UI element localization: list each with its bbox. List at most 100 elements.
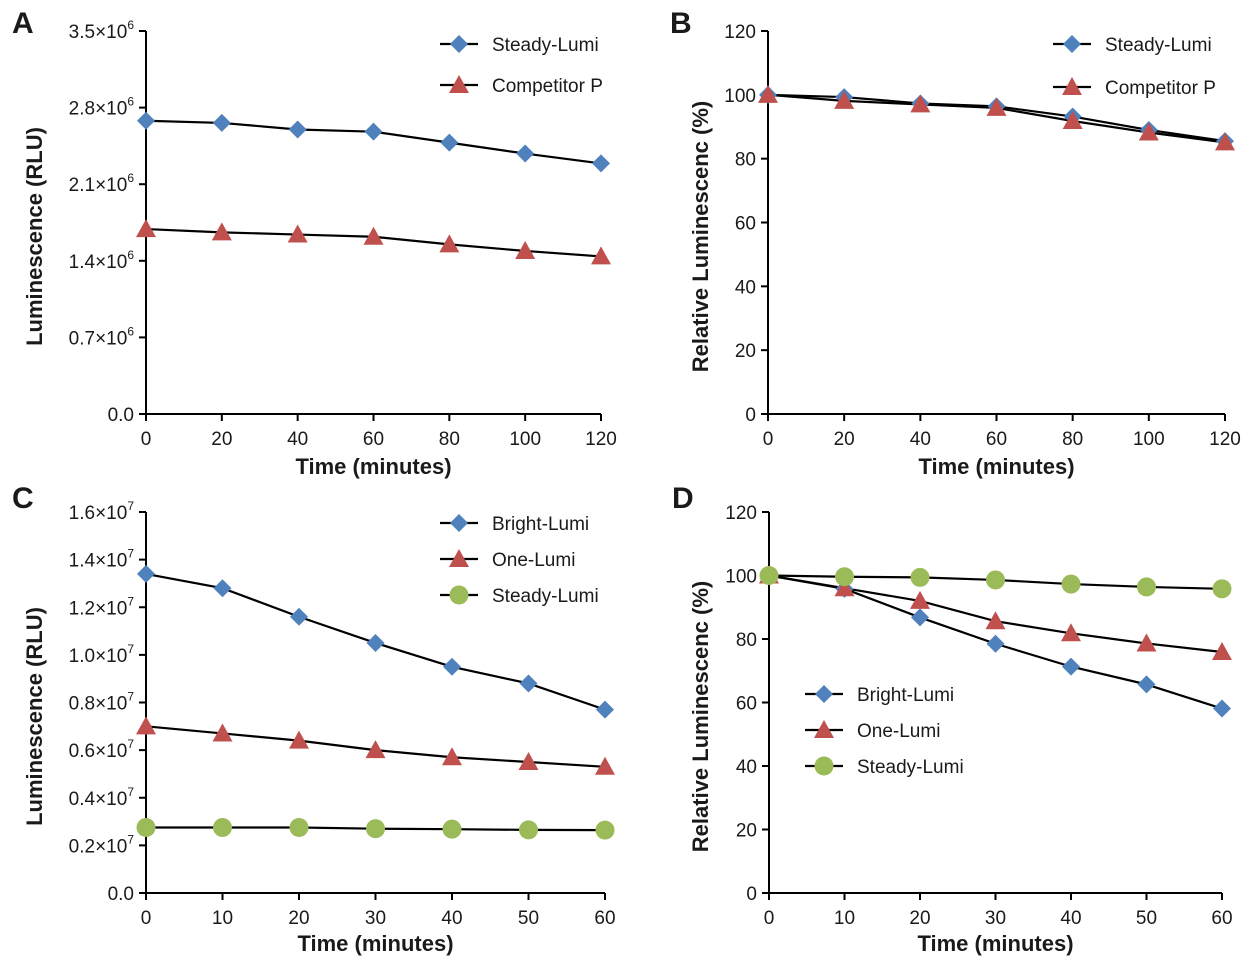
legend-marker (450, 514, 468, 532)
data-point-one-lumi (1212, 642, 1232, 661)
legend-label: Bright-Lumi (492, 514, 589, 535)
data-point-competitor p (439, 234, 460, 253)
data-point-steady-lumi (1137, 577, 1156, 597)
data-point-steady-lumi (213, 818, 232, 838)
legend-marker (1063, 35, 1081, 53)
x-tick-label: 0 (764, 908, 775, 929)
x-tick-label: 60 (363, 429, 384, 450)
y-axis-title: Relative Luminescenc (%) (688, 101, 713, 372)
y-tick-label: 0.8×107 (69, 690, 135, 715)
data-point-competitor p (1062, 111, 1083, 130)
x-tick-label: 120 (1209, 429, 1241, 450)
y-tick-label: 1.2×107 (69, 594, 135, 619)
legend-label: Steady-Lumi (857, 757, 964, 778)
legend-marker (814, 720, 834, 738)
y-tick-label: 2.8×106 (69, 95, 135, 120)
y-axis-title: Luminescence (RLU) (22, 127, 47, 346)
x-tick-label: 40 (1060, 908, 1081, 929)
x-tick-label: 30 (365, 908, 386, 929)
data-point-one-lumi (365, 740, 386, 759)
data-point-competitor p (287, 224, 308, 243)
data-point-bright-lumi (1213, 699, 1231, 718)
y-tick-label: 40 (735, 277, 756, 298)
data-point-bright-lumi (596, 700, 614, 719)
data-point-bright-lumi (213, 579, 232, 598)
y-tick-label: 0.6×107 (69, 737, 135, 762)
data-point-bright-lumi (911, 608, 929, 627)
y-tick-label: 40 (736, 757, 757, 778)
x-tick-label: 50 (1136, 908, 1157, 929)
y-tick-label: 120 (724, 22, 756, 43)
panel-letter: D (672, 482, 694, 515)
data-point-steady-lumi (440, 133, 459, 152)
panel-c: C 0.0 0.2×107 0.4×107 0.6×107 0.8×107 1.0×107 1… (12, 482, 616, 956)
data-point-competitor p (515, 240, 536, 259)
data-point-steady-lumi (289, 818, 309, 838)
x-axis-title: Time (minutes) (295, 454, 451, 479)
x-axis-title: Time (minutes) (297, 931, 453, 956)
y-tick-label: 60 (736, 694, 757, 715)
data-point-steady-lumi (442, 819, 462, 839)
panel-a: A 0.0 0.7×106 1.4×106 2.1×106 2.8×106 3.5×106 0… (12, 7, 617, 479)
x-tick-label: 40 (287, 429, 308, 450)
x-tick-label: 80 (1062, 429, 1083, 450)
x-tick-label: 40 (910, 429, 931, 450)
data-point-steady-lumi (519, 820, 538, 840)
legend-marker (815, 685, 833, 703)
data-point-steady-lumi (759, 566, 779, 585)
data-point-one-lumi (442, 747, 462, 766)
y-tick-label: 120 (725, 503, 757, 524)
x-tick-label: 20 (834, 429, 855, 450)
data-point-bright-lumi (986, 634, 1005, 653)
data-point-steady-lumi (986, 570, 1005, 590)
x-tick-label: 40 (441, 908, 462, 929)
data-point-one-lumi (595, 756, 615, 775)
x-tick-label: 0 (141, 908, 152, 929)
data-point-bright-lumi (1062, 657, 1080, 676)
data-point-steady-lumi (366, 819, 385, 839)
panel-letter: B (670, 7, 692, 40)
x-tick-label: 60 (986, 429, 1007, 450)
x-tick-label: 20 (288, 908, 309, 929)
x-tick-label: 10 (834, 908, 855, 929)
y-tick-label: 0.0 (108, 405, 134, 426)
data-point-competitor p (986, 97, 1007, 116)
data-point-bright-lumi (1137, 675, 1156, 694)
data-point-steady-lumi (910, 567, 930, 587)
data-point-one-lumi (834, 578, 855, 597)
x-axis-title: Time (minutes) (917, 931, 1073, 956)
data-point-steady-lumi (364, 122, 383, 141)
data-point-competitor p (834, 90, 855, 109)
legend-label: Bright-Lumi (857, 685, 954, 706)
data-point-competitor p (910, 94, 931, 113)
x-tick-label: 30 (985, 908, 1006, 929)
data-point-competitor p (1138, 122, 1159, 141)
data-point-steady-lumi (212, 113, 231, 132)
data-point-one-lumi (910, 590, 930, 609)
data-point-one-lumi (985, 611, 1006, 630)
panel-letter: A (12, 7, 34, 40)
data-point-bright-lumi (443, 657, 461, 676)
x-tick-label: 80 (439, 429, 460, 450)
data-point-one-lumi (1061, 623, 1081, 642)
x-tick-label: 0 (763, 429, 774, 450)
legend-label: Competitor P (1105, 78, 1216, 99)
data-point-steady-lumi (1212, 579, 1232, 599)
legend-marker (1062, 77, 1082, 95)
data-point-steady-lumi (592, 154, 610, 173)
data-point-bright-lumi (519, 674, 538, 693)
y-axis-title: Luminescence (RLU) (22, 607, 47, 826)
data-point-competitor p (1215, 132, 1235, 151)
data-point-steady-lumi (288, 120, 307, 139)
y-tick-label: 0.2×107 (69, 832, 135, 857)
data-point-competitor p (363, 226, 384, 245)
data-point-steady-lumi (835, 567, 854, 587)
x-tick-label: 60 (594, 908, 615, 929)
y-tick-label: 0.7×106 (69, 324, 135, 349)
y-tick-label: 100 (725, 567, 757, 588)
y-tick-label: 100 (724, 86, 756, 107)
y-tick-label: 60 (735, 214, 756, 235)
legend-label: One-Lumi (857, 721, 940, 742)
legend-label: Steady-Lumi (492, 586, 599, 607)
x-tick-label: 20 (211, 429, 232, 450)
